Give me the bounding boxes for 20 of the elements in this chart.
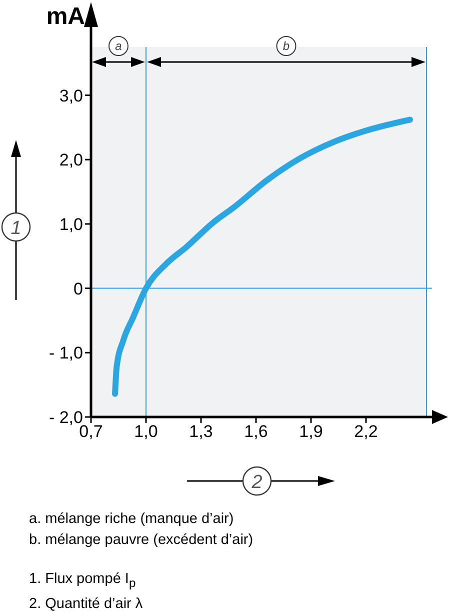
y-tick-label: 0: [74, 279, 83, 298]
band-label: b: [282, 39, 290, 53]
x-tick-label: 2,2: [354, 422, 378, 442]
x-axis-title: 2: [250, 472, 263, 493]
text: mA: [46, 3, 85, 30]
text: 2. Quantité d’air λ: [29, 594, 144, 614]
y-tick-label: - 1,0: [48, 344, 83, 363]
x-tick-label: 1,0: [134, 422, 158, 442]
x-tick-label: 1,3: [189, 422, 213, 442]
x-tick-label: 1,6: [244, 422, 268, 442]
band-label: a: [115, 39, 122, 53]
y-tick-label: 1,0: [59, 214, 83, 234]
y-tick-label: 3,0: [59, 86, 83, 106]
y-tick-label: 2,0: [59, 150, 83, 170]
text: a. mélange riche (manque d’air): [29, 510, 235, 529]
text: b. mélange pauvre (excédent d’air): [29, 531, 254, 550]
y-axis-title: 1: [10, 218, 22, 239]
x-tick-label: 0,7: [79, 422, 103, 442]
x-tick-label: 1,9: [299, 422, 323, 442]
text: 1. Flux pompé I$_{p}$: [29, 570, 137, 592]
